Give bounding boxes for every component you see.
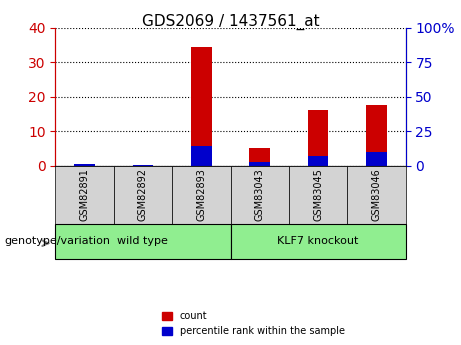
Text: wild type: wild type [118, 237, 168, 246]
Text: genotype/variation: genotype/variation [5, 237, 111, 246]
Text: GSM82892: GSM82892 [138, 168, 148, 221]
Text: GSM82893: GSM82893 [196, 168, 207, 221]
Bar [249, 162, 270, 166]
FancyBboxPatch shape [55, 224, 230, 259]
Bar [249, 148, 270, 166]
Text: GSM83045: GSM83045 [313, 168, 323, 221]
Bar [308, 110, 328, 166]
Bar [74, 164, 95, 166]
Text: GSM82891: GSM82891 [79, 168, 89, 221]
Bar [74, 164, 95, 166]
Bar [366, 105, 387, 166]
Bar [366, 152, 387, 166]
Legend: count, percentile rank within the sample: count, percentile rank within the sample [159, 307, 349, 340]
Bar [133, 165, 153, 166]
Text: GDS2069 / 1437561_at: GDS2069 / 1437561_at [142, 14, 319, 30]
Text: GSM83043: GSM83043 [254, 169, 265, 221]
Bar [308, 156, 328, 166]
Bar [191, 146, 212, 166]
FancyBboxPatch shape [172, 166, 230, 224]
Bar [133, 165, 153, 166]
FancyBboxPatch shape [114, 166, 172, 224]
Text: KLF7 knockout: KLF7 knockout [278, 237, 359, 246]
FancyBboxPatch shape [230, 224, 406, 259]
FancyBboxPatch shape [289, 166, 347, 224]
Bar [191, 47, 212, 166]
FancyBboxPatch shape [347, 166, 406, 224]
FancyBboxPatch shape [230, 166, 289, 224]
FancyBboxPatch shape [55, 166, 114, 224]
Text: GSM83046: GSM83046 [372, 169, 382, 221]
